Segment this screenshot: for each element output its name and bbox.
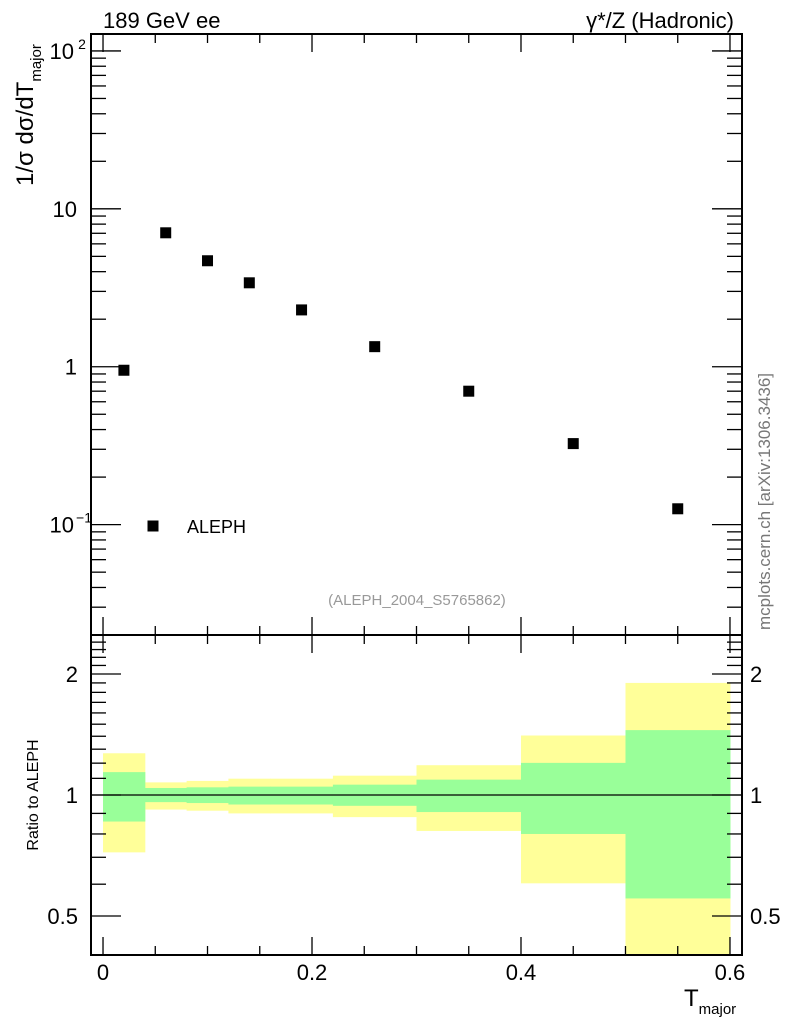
ratio-band-bin — [520, 762, 626, 834]
data-point-aleph — [243, 277, 255, 289]
data-point-aleph — [672, 503, 684, 515]
y-tick-label: 10 — [53, 197, 77, 222]
legend-marker — [147, 520, 159, 532]
y-tick-label: 10 — [50, 39, 74, 64]
x-tick-label: 0.6 — [715, 960, 746, 985]
data-point-aleph — [369, 341, 381, 353]
x-tick-label: 0.2 — [297, 960, 328, 985]
y-tick-label-exponent: −1 — [76, 510, 92, 526]
ratio-y-tick-label: 0.5 — [47, 904, 78, 929]
data-point-aleph — [160, 227, 172, 239]
source-watermark: mcplots.cern.ch [arXiv:1306.3436] — [755, 373, 774, 630]
x-axis-label: Tmajor — [684, 985, 736, 1018]
ratio-band-bin — [416, 779, 522, 813]
ratio-band-bin — [103, 772, 146, 822]
data-point-aleph — [567, 438, 579, 450]
data-point-aleph — [202, 255, 214, 267]
legend-label: ALEPH — [187, 517, 246, 537]
ratio-y-tick-label: 1 — [66, 783, 78, 808]
ratio-y-tick-label-right: 0.5 — [750, 904, 781, 929]
title-left: 189 GeV ee — [103, 8, 220, 33]
y-tick-label-exponent: 2 — [78, 36, 86, 52]
y-axis-label: 1/σ dσ/dTmajor — [12, 44, 45, 186]
main-plot-frame — [90, 33, 743, 636]
y-tick-label: 1 — [65, 355, 77, 380]
ratio-y-axis-label: Ratio to ALEPH — [25, 739, 42, 850]
ratio-band-bin — [625, 730, 731, 899]
x-tick-label: 0 — [97, 960, 109, 985]
analysis-id-annotation: (ALEPH_2004_S5765862) — [328, 592, 506, 609]
x-tick-label: 0.4 — [506, 960, 537, 985]
data-point-aleph — [463, 385, 475, 397]
ratio-y-tick-label: 2 — [66, 662, 78, 687]
ratio-y-tick-label-right: 2 — [750, 662, 762, 687]
ratio-y-tick-label-right: 1 — [750, 783, 762, 808]
data-point-aleph — [296, 304, 308, 316]
y-tick-label: 10 — [50, 513, 74, 538]
data-point-aleph — [118, 364, 130, 376]
title-right: γ*/Z (Hadronic) — [586, 8, 734, 33]
